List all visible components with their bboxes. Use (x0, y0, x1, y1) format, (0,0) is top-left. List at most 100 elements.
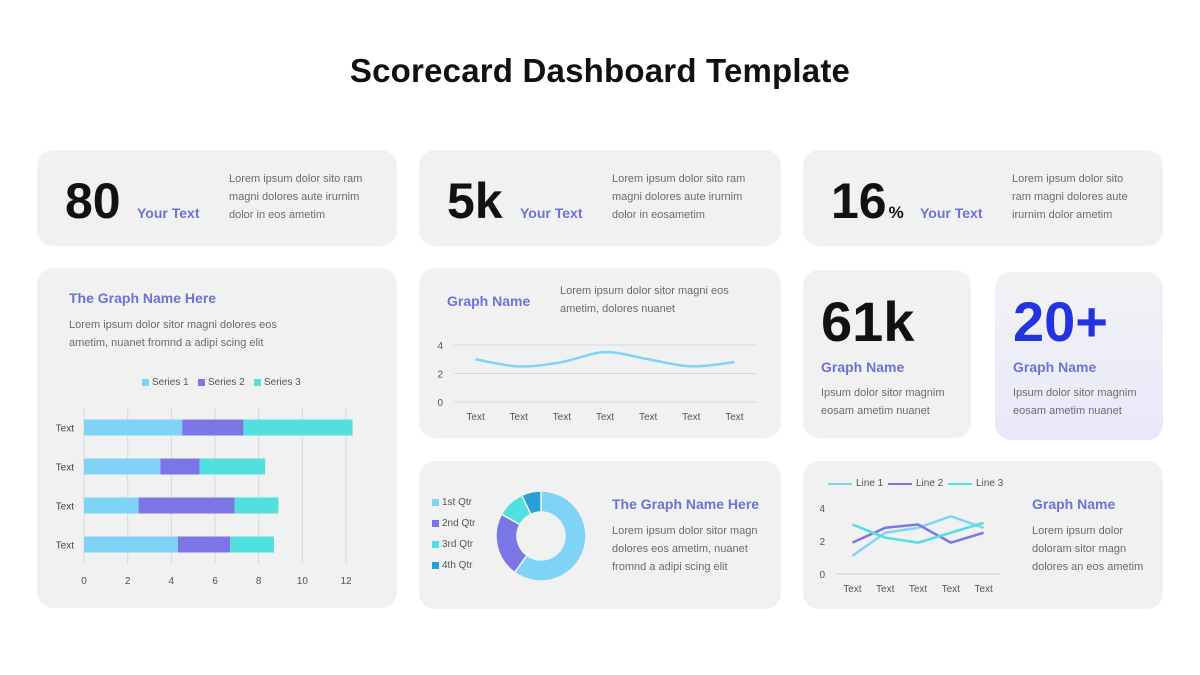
kpi-value: 80 (65, 176, 123, 226)
legend-swatch (432, 499, 439, 506)
y-tick-label: 2 (819, 537, 825, 548)
legend-label: 3rd Qtr (442, 539, 474, 550)
legend-q2: 2nd Qtr (432, 518, 475, 529)
bar-segment (138, 497, 235, 514)
bar-chart-card: The Graph Name Here Lorem ipsum dolor si… (37, 268, 397, 608)
bar-chart-description: Lorem ipsum dolor sitor magni dolores eo… (69, 319, 277, 349)
legend-label: Line 3 (976, 478, 1004, 489)
legend-q4: 4th Qtr (432, 560, 473, 571)
legend-label: 2nd Qtr (442, 518, 476, 529)
stat-label: Graph Name (1013, 359, 1097, 375)
bar-segment (199, 458, 266, 475)
bar-segment (84, 536, 178, 553)
x-tick-label: 12 (340, 576, 352, 587)
x-tick-label: 6 (212, 576, 218, 587)
legend-swatch (432, 520, 439, 527)
kpi-card-1: 80 Your Text Lorem ipsum dolor sito ram … (37, 150, 397, 246)
x-tick-label: 8 (256, 576, 262, 587)
legend-swatch (198, 379, 205, 386)
line-chart-description: Lorem ipsum dolor sitor magni eos ametim… (560, 285, 729, 315)
legend-label: 1st Qtr (442, 497, 473, 508)
kpi-description: Lorem ipsum dolor sito ram magni dolores… (612, 173, 746, 221)
line-series (475, 350, 735, 368)
multi-line-chart-title: Graph Name (1032, 496, 1116, 512)
legend-line-1: Line 1 (828, 478, 883, 489)
x-tick-label: Text (974, 584, 993, 595)
line-series (851, 521, 984, 544)
bar-segment (230, 536, 274, 553)
bar-chart: 0 2 4 6 8 10 12 Text Text Text Text (56, 408, 353, 587)
kpi-value: 16% (831, 176, 904, 226)
x-tick-label: Text (876, 584, 895, 595)
multi-line-chart-card: Line 1 Line 2 Line 3 0 2 4 Text Text Text Text… (803, 461, 1163, 609)
y-tick-label: 2 (437, 370, 443, 381)
x-tick-label: 10 (297, 576, 309, 587)
y-tick-label: 0 (819, 570, 825, 581)
kpi-unit: % (888, 203, 904, 222)
kpi-description: Lorem ipsum dolor sito ram magni dolores… (1012, 173, 1128, 221)
page-title: Scorecard Dashboard Template (349, 52, 851, 89)
kpi-label: Your Text (137, 205, 200, 221)
donut-chart-title: The Graph Name Here (612, 496, 760, 512)
legend-swatch (142, 379, 149, 386)
bar-segment (234, 497, 279, 514)
x-tick-label: Text (909, 584, 928, 595)
y-category-label: Text (56, 424, 75, 435)
legend-line-3: Line 3 (948, 478, 1003, 489)
bar-segment (177, 536, 231, 553)
legend-series-2: Series 2 (198, 377, 245, 388)
y-tick-label: 4 (437, 341, 443, 352)
legend-label: Series 1 (152, 377, 189, 388)
donut-slice (520, 490, 542, 516)
kpi-description: Lorem ipsum dolor sito ram magni dolores… (229, 173, 363, 221)
x-tick-label: Text (596, 412, 615, 423)
y-tick-label: 0 (437, 398, 443, 409)
legend-line-2: Line 2 (888, 478, 943, 489)
legend-swatch (254, 379, 261, 386)
bar-segment (243, 419, 353, 436)
legend-label: Line 2 (916, 478, 944, 489)
legend-swatch (828, 482, 852, 485)
bar-segment (84, 497, 139, 514)
line-chart-card: Graph Name Lorem ipsum dolor sitor magni… (419, 268, 781, 438)
y-category-label: Text (56, 541, 75, 552)
x-tick-label: Text (725, 412, 744, 423)
multi-line-chart-description: Lorem ipsum dolor doloram sitor magn dol… (1032, 525, 1144, 573)
kpi-value-number: 16 (831, 173, 887, 229)
line-series (851, 515, 985, 557)
legend-label: Series 3 (264, 377, 301, 388)
kpi-value-number: 80 (65, 173, 121, 229)
donut-chart-card: 1st Qtr 2nd Qtr 3rd Qtr 4th Qtr The Grap… (419, 461, 781, 609)
kpi-card-2: 5k Your Text Lorem ipsum dolor sito ram … (419, 150, 781, 246)
stat-card-61k: 61k Graph Name Ipsum dolor sitor magnim … (803, 270, 971, 438)
y-category-label: Text (56, 463, 75, 474)
y-tick-label: 4 (819, 504, 825, 515)
legend-label: Series 2 (208, 377, 245, 388)
y-category-label: Text (56, 502, 75, 513)
legend-series-1: Series 1 (142, 377, 189, 388)
x-tick-label: Text (639, 412, 658, 423)
stat-value: 61k (821, 290, 915, 353)
stat-description: Ipsum dolor sitor magnim eosam ametim nu… (1013, 387, 1137, 417)
bar-chart-title: The Graph Name Here (69, 290, 217, 306)
stat-description: Ipsum dolor sitor magnim eosam ametim nu… (821, 387, 945, 417)
donut-chart (495, 490, 587, 582)
stat-card-20-plus: 20+ Graph Name Ipsum dolor sitor magnim … (995, 272, 1163, 440)
donut-slice (513, 490, 587, 582)
legend-series-3: Series 3 (254, 377, 301, 388)
kpi-label: Your Text (920, 205, 983, 221)
x-tick-label: 0 (81, 576, 87, 587)
multi-line-chart: 0 2 4 Text Text Text Text Text (819, 504, 1000, 595)
legend-swatch (888, 482, 912, 485)
x-tick-label: Text (843, 584, 862, 595)
x-tick-label: 2 (125, 576, 131, 587)
bar-segment (84, 458, 161, 475)
legend-swatch (432, 562, 439, 569)
legend-label: 4th Qtr (442, 560, 473, 571)
line-chart-title: Graph Name (447, 293, 531, 309)
x-tick-label: 4 (169, 576, 175, 587)
x-tick-label: Text (510, 412, 529, 423)
kpi-label: Your Text (520, 205, 583, 221)
x-tick-label: Text (553, 412, 572, 423)
stat-value: 20+ (1013, 290, 1108, 353)
